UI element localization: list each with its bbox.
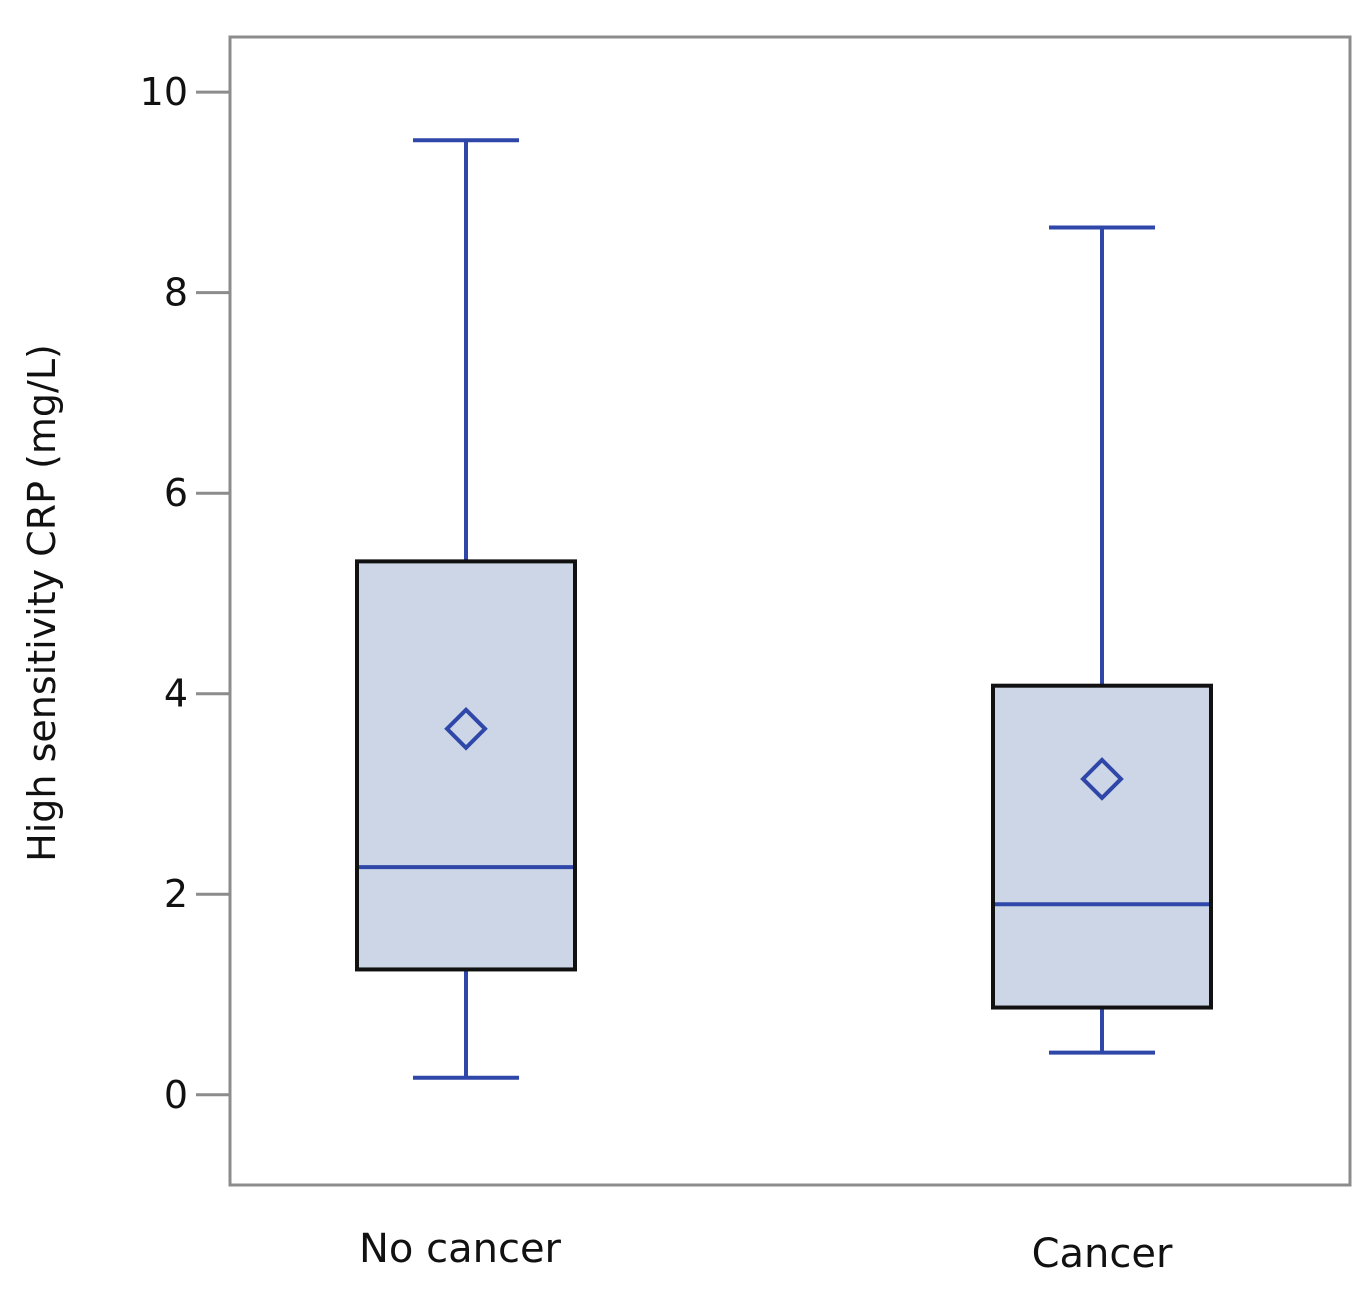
y-tick-label-8: 8	[164, 271, 188, 315]
iqr-box-no-cancer	[355, 559, 577, 972]
y-tick-label-0: 0	[164, 1073, 188, 1117]
x-category-label-cancer: Cancer	[1032, 1231, 1173, 1277]
mean-marker-no-cancer	[444, 706, 488, 751]
y-axis-title: High sensitivity CRP (mg/L)	[20, 344, 64, 862]
plot-frame	[228, 35, 1352, 1187]
y-tick-label-4: 4	[164, 672, 188, 716]
y-tick-label-2: 2	[164, 872, 188, 916]
box-no-cancer	[355, 138, 577, 1080]
iqr-box-cancer	[991, 683, 1213, 1010]
box-cancer	[991, 225, 1213, 1055]
mean-marker-cancer	[1080, 757, 1124, 801]
x-category-label-no-cancer: No cancer	[359, 1226, 562, 1272]
y-axis: 0 2 4 6 8 10	[140, 70, 230, 1117]
y-tick-label-6: 6	[164, 471, 188, 515]
boxes	[355, 138, 1213, 1080]
y-tick-label-10: 10	[140, 70, 188, 114]
x-axis: No cancer Cancer	[359, 1226, 1173, 1277]
